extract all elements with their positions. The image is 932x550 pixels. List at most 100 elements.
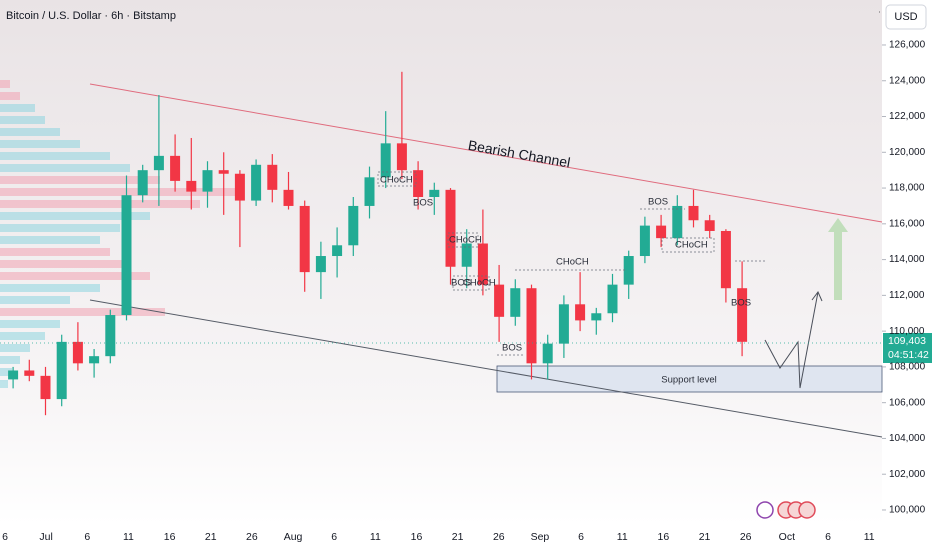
structure-label: CHoCH [463,278,496,289]
candle-body [558,304,569,344]
candle-body [170,155,181,181]
chart-title: Bitcoin / U.S. Dollar · 6h · Bitstamp [6,10,176,22]
candle-body [688,205,699,221]
candle-body [607,284,618,314]
x-tick-label: 21 [699,531,711,543]
candles [8,71,748,416]
candle-body [218,170,229,174]
x-tick-label: 16 [164,531,176,543]
candle-body [315,256,326,273]
x-tick-label: 11 [123,531,134,543]
y-tick-label: 106,000 [889,397,926,408]
y-tick-label: 124,000 [889,75,926,86]
x-tick-label: Jul [39,531,52,543]
profile-bar [0,80,10,88]
candle-body [704,220,715,231]
profile-bar [0,248,110,256]
profile-bar [0,200,200,208]
candle-body [153,155,164,171]
event-icon [756,501,774,519]
candle-body [283,189,294,206]
y-tick-label: 114,000 [889,254,925,265]
candle-body [413,170,424,197]
y-tick-label: 104,000 [889,433,926,444]
y-tick-label: 102,000 [889,469,926,480]
y-tick-label: 100,000 [889,505,926,516]
profile-bar [0,140,80,148]
support-zone [496,365,883,393]
profile-bar [0,308,165,316]
structure-label: BOS [731,298,751,309]
x-tick-label: 6 [84,531,90,543]
candle-body [24,370,35,376]
structure-label: BOS [648,197,668,208]
x-tick-label: Oct [779,531,795,543]
projection-arrowhead [811,291,823,302]
profile-bar [0,272,150,280]
candle-body [477,243,488,285]
candle-body [656,225,667,239]
channel-upper [89,83,883,223]
candle-body [186,180,197,192]
candle-body [56,341,67,400]
structure-label: CHoCH [556,257,589,268]
x-tick-label: 16 [411,531,423,543]
structure-lines [377,171,765,356]
candle-body [494,284,505,317]
volume-profile [0,80,240,388]
choch-box [447,232,479,248]
profile-bar [0,236,100,244]
x-tick-label: 26 [740,531,752,543]
candle-body [105,315,116,357]
profile-bar [0,224,120,232]
candle-body [575,304,586,321]
candle-body [672,205,683,239]
last-price-label: 109,403 [888,335,926,347]
event-icon [798,501,816,519]
y-tick-label: 120,000 [889,147,926,158]
choch-box [661,237,715,253]
x-tick-label: 6 [825,531,831,543]
candle-body [623,256,634,285]
countdown-label: 04:51:42 [888,349,929,361]
x-tick-label: Sep [531,531,550,543]
event-icons [756,501,816,519]
candle-body [542,343,553,364]
x-tick-label: 26 [246,531,258,543]
projection-path [764,291,819,389]
candle-body [299,205,310,273]
profile-bar [0,332,45,340]
candle-body [348,205,359,246]
profile-bar [0,212,150,220]
candle-body [40,375,51,400]
candle-body [251,164,262,201]
profile-bar [0,344,30,352]
profile-bar [0,320,60,328]
candle-body [737,288,748,342]
support-label: Support level [661,375,716,386]
y-tick-label: 122,000 [889,111,926,122]
candle-body [89,356,100,364]
bullish-arrow [828,218,848,300]
candle-body [364,177,375,206]
x-tick-label: 21 [452,531,464,543]
profile-bar [0,92,20,100]
structure-label: BOS [451,278,471,289]
x-tick-label: 11 [617,531,628,543]
profile-bar [0,380,8,388]
last-price-tag [883,333,932,363]
y-tick-label: 126,000 [889,40,926,51]
currency-button[interactable] [885,4,927,30]
candle-body [8,370,19,380]
profile-bar [0,356,20,364]
candle-body [526,288,537,364]
structure-label: CHoCH [380,175,413,186]
y-tick-label: 116,000 [889,218,925,229]
currency-label: USD [894,11,917,23]
x-tick-label: 11 [370,531,381,543]
price-scale [882,0,932,550]
x-tick-label: 16 [658,531,670,543]
y-tick-label: 112,000 [889,290,925,301]
